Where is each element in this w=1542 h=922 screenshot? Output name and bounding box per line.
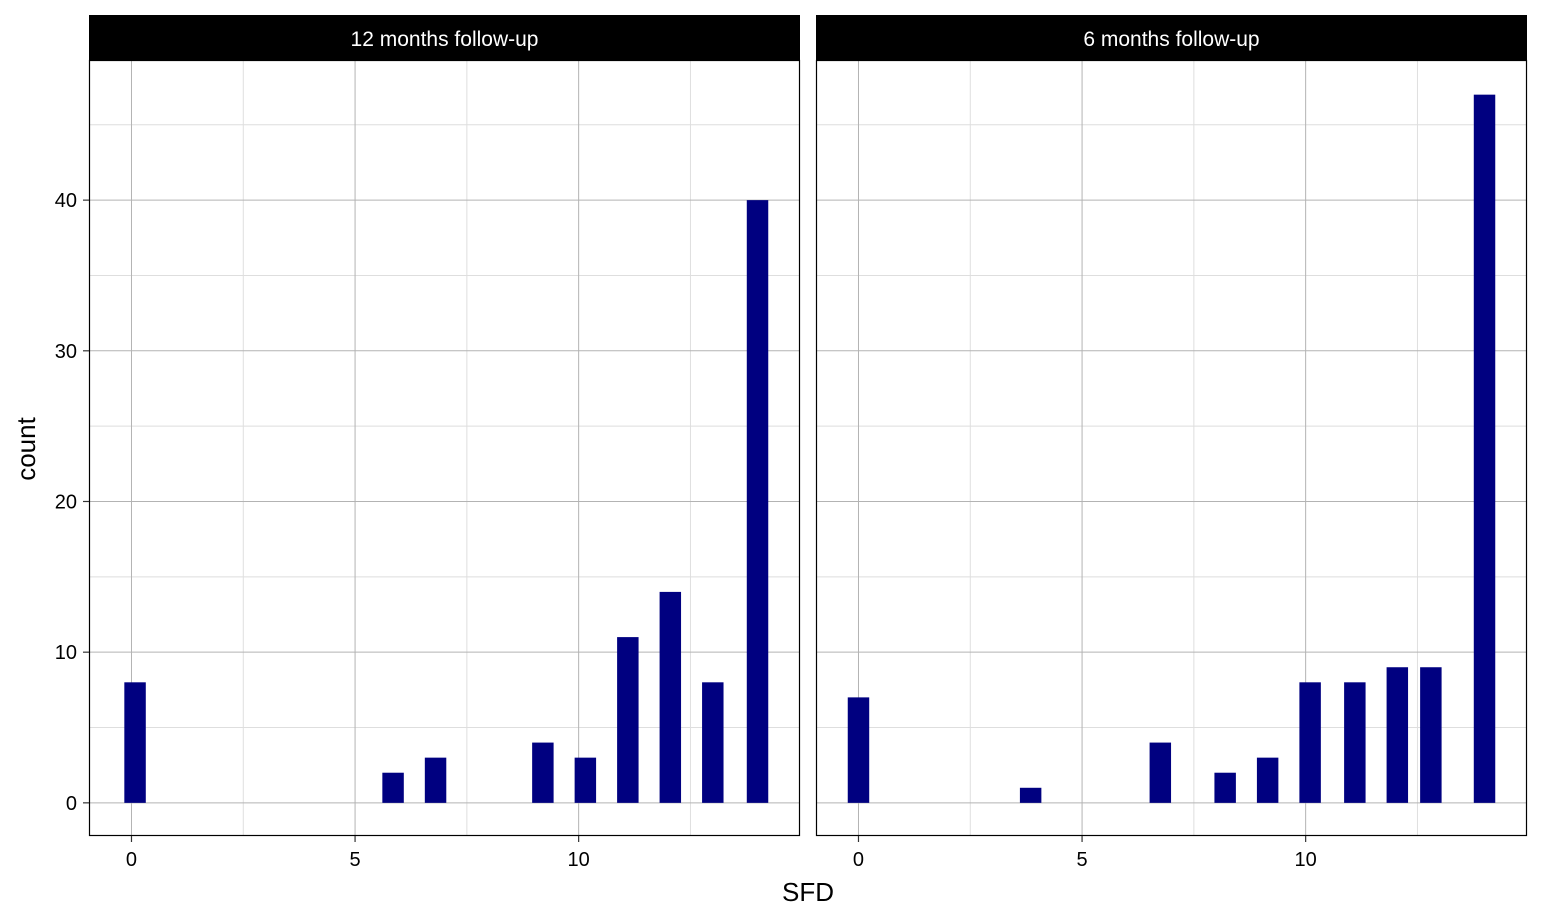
x-axis-title: SFD [782, 877, 834, 907]
x-tick-label: 10 [1295, 849, 1317, 871]
bar [659, 591, 682, 803]
bar [1386, 667, 1409, 803]
x-tick-label: 0 [126, 849, 137, 871]
chart-panels: 12 months follow-up 6 months follow-up [88, 15, 1528, 837]
facet-panel: 6 months follow-up [815, 15, 1528, 837]
y-tick-label: 0 [66, 793, 77, 815]
bar [1256, 757, 1279, 803]
bar [574, 757, 597, 803]
y-tick-label: 10 [55, 642, 77, 664]
y-axis-title: count [11, 416, 41, 480]
bar [746, 200, 769, 803]
panel-border [815, 59, 1528, 837]
bar [1019, 787, 1042, 803]
bar [1299, 682, 1321, 803]
x-axis: 0 5 10 [126, 836, 590, 871]
y-tick-label: 20 [55, 491, 77, 513]
bar [1473, 94, 1496, 803]
bar [1344, 682, 1366, 803]
x-axis: 0 5 10 [853, 836, 1317, 871]
bar [1214, 772, 1236, 803]
bar [702, 682, 724, 803]
y-tick-label: 40 [55, 190, 77, 212]
plot-background [89, 60, 800, 836]
y-tick-label: 30 [55, 341, 77, 363]
bar [382, 772, 404, 803]
facet-panel: 12 months follow-up [88, 15, 801, 837]
panel-border [88, 59, 801, 837]
x-tick-label: 0 [853, 849, 864, 871]
bar [617, 637, 639, 803]
bar [424, 757, 447, 803]
plot-background [816, 60, 1527, 836]
x-tick-label: 5 [350, 849, 361, 871]
x-axes: 0 5 10 0 5 10 [126, 836, 1317, 871]
facet-strip-label: 6 months follow-up [1083, 28, 1259, 51]
facet-strip [89, 15, 800, 60]
x-tick-label: 5 [1077, 849, 1088, 871]
bar [124, 682, 146, 803]
facet-strip [816, 15, 1527, 60]
facet-strip-label: 12 months follow-up [351, 28, 539, 51]
bar [1149, 742, 1172, 803]
x-tick-label: 10 [568, 849, 590, 871]
y-axis: 0 10 20 30 40 [55, 190, 89, 815]
bar [1420, 667, 1442, 803]
bar [532, 742, 554, 803]
bar [847, 697, 870, 803]
